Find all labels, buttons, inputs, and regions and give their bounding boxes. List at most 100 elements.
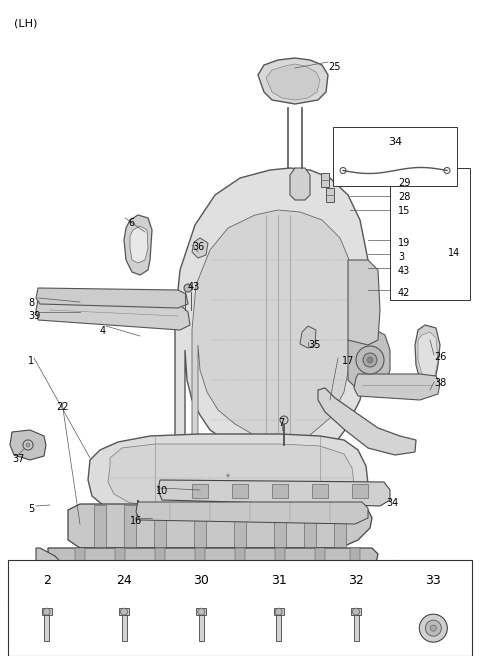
Polygon shape: [272, 484, 288, 498]
Polygon shape: [274, 505, 286, 548]
Bar: [276, 615, 281, 641]
Polygon shape: [192, 238, 208, 258]
Bar: [199, 615, 204, 641]
Polygon shape: [48, 548, 378, 590]
Bar: [8, 560, 472, 656]
Polygon shape: [348, 260, 380, 345]
Text: 19: 19: [398, 238, 410, 248]
Bar: [390, 168, 470, 300]
Text: 43: 43: [188, 282, 200, 292]
Polygon shape: [326, 188, 334, 202]
Text: 34: 34: [388, 137, 402, 147]
Text: ✦: ✦: [225, 473, 231, 479]
Text: 39: 39: [28, 311, 40, 321]
Circle shape: [56, 628, 64, 636]
Circle shape: [352, 608, 360, 615]
Polygon shape: [352, 484, 368, 498]
Circle shape: [184, 284, 192, 292]
Polygon shape: [232, 484, 248, 498]
Polygon shape: [124, 215, 152, 275]
Polygon shape: [108, 444, 354, 511]
Text: 28: 28: [398, 192, 410, 202]
Text: 29: 29: [398, 178, 410, 188]
Circle shape: [356, 346, 384, 374]
Text: 43: 43: [398, 266, 410, 276]
Polygon shape: [35, 620, 92, 644]
Circle shape: [275, 608, 282, 615]
Bar: [353, 615, 359, 641]
Polygon shape: [350, 548, 360, 590]
Text: 30: 30: [193, 573, 209, 586]
Polygon shape: [130, 226, 148, 263]
Text: 17: 17: [342, 356, 354, 366]
Polygon shape: [158, 480, 390, 506]
Text: 32: 32: [348, 573, 364, 586]
Polygon shape: [175, 168, 370, 520]
Polygon shape: [266, 64, 320, 100]
Circle shape: [280, 416, 288, 424]
Bar: [119, 608, 129, 615]
Text: 24: 24: [116, 573, 132, 586]
Circle shape: [198, 608, 205, 615]
Polygon shape: [415, 325, 440, 384]
Polygon shape: [258, 58, 328, 104]
Polygon shape: [234, 505, 246, 548]
Circle shape: [23, 440, 33, 450]
Polygon shape: [318, 388, 416, 455]
Text: 8: 8: [28, 298, 34, 308]
Polygon shape: [275, 548, 285, 590]
Polygon shape: [36, 300, 190, 330]
Polygon shape: [334, 505, 346, 548]
Text: 34: 34: [386, 498, 398, 508]
Polygon shape: [94, 505, 106, 548]
Text: 38: 38: [434, 378, 446, 388]
Polygon shape: [155, 548, 165, 590]
Circle shape: [425, 620, 441, 636]
Circle shape: [431, 625, 436, 631]
Text: 42: 42: [398, 288, 410, 298]
Bar: [121, 615, 127, 641]
Text: 36: 36: [192, 242, 204, 252]
Bar: [274, 608, 284, 615]
Polygon shape: [88, 434, 368, 520]
Polygon shape: [235, 548, 245, 590]
Polygon shape: [348, 328, 390, 392]
Polygon shape: [194, 505, 206, 548]
Text: 1: 1: [28, 356, 34, 366]
Circle shape: [120, 608, 128, 615]
Polygon shape: [192, 210, 354, 510]
Text: 25: 25: [328, 62, 340, 72]
Text: 33: 33: [425, 573, 441, 586]
Text: 2: 2: [43, 573, 50, 586]
Bar: [351, 608, 361, 615]
Polygon shape: [124, 505, 136, 548]
Polygon shape: [10, 430, 46, 460]
Polygon shape: [75, 548, 85, 590]
Text: 22: 22: [56, 402, 69, 412]
Text: 5: 5: [28, 504, 34, 514]
Text: 3: 3: [398, 252, 404, 262]
Polygon shape: [38, 604, 368, 628]
Polygon shape: [312, 484, 328, 498]
Text: 37: 37: [12, 454, 24, 464]
Polygon shape: [154, 505, 166, 548]
Bar: [42, 608, 52, 615]
Polygon shape: [315, 548, 325, 590]
Polygon shape: [290, 168, 310, 200]
Text: 14: 14: [448, 248, 460, 258]
Text: 31: 31: [271, 573, 287, 586]
Polygon shape: [418, 332, 438, 378]
Text: 10: 10: [156, 486, 168, 496]
Polygon shape: [300, 326, 316, 348]
Polygon shape: [192, 484, 208, 498]
Polygon shape: [36, 288, 188, 308]
Bar: [333, 127, 457, 186]
Circle shape: [43, 608, 50, 615]
Text: 16: 16: [130, 516, 142, 526]
Polygon shape: [38, 590, 368, 610]
Bar: [196, 608, 206, 615]
Circle shape: [363, 353, 377, 367]
Polygon shape: [321, 173, 329, 187]
Text: 7: 7: [278, 418, 284, 428]
Text: 4: 4: [100, 326, 106, 336]
